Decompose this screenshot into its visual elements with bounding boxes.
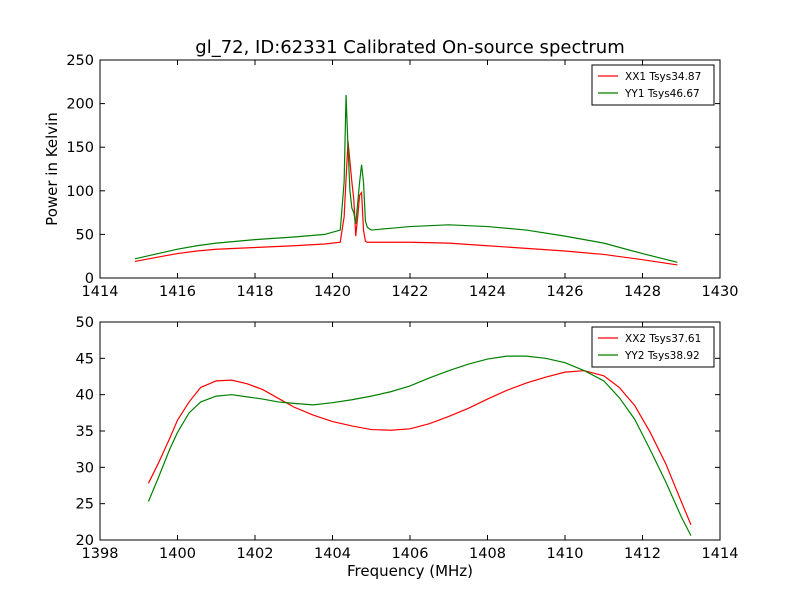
bottom-y-tick-label: 35 — [76, 424, 94, 440]
top-series-line-2 — [134, 94, 678, 263]
top-x-tick-label: 1414 — [82, 284, 119, 300]
bottom-x-tick-label: 1410 — [547, 546, 584, 562]
bottom-y-tick-label: 20 — [76, 533, 94, 549]
top-x-tick-label: 1428 — [624, 284, 661, 300]
bottom-x-tick-label: 1402 — [237, 546, 274, 562]
bottom-x-axis-title: Frequency (MHz) — [347, 562, 473, 580]
bottom-y-tick-label: 40 — [76, 388, 94, 404]
top-legend-label-2: YY1 Tsys46.67 — [624, 88, 700, 100]
top-y-tick-label: 250 — [66, 53, 94, 69]
bottom-legend-box — [591, 326, 715, 368]
bottom-y-tick-label: 45 — [76, 351, 94, 367]
bottom-legend-label-2: YY2 Tsys38.92 — [624, 350, 700, 362]
bottom-panel: 1398 1400 1402 1404 1406 1408 1410 1412 1414 20 25… — [76, 315, 739, 580]
top-x-tick-label: 1426 — [547, 284, 584, 300]
top-legend-label-1: XX1 Tsys34.87 — [625, 71, 701, 83]
bottom-x-tick-label: 1406 — [392, 546, 429, 562]
bottom-y-tick-label: 30 — [76, 460, 94, 476]
bottom-x-tick-label: 1404 — [314, 546, 351, 562]
bottom-y-tick-label: 25 — [76, 497, 94, 513]
bottom-x-tick-label: 1412 — [624, 546, 661, 562]
top-y-tick-label: 200 — [66, 97, 94, 113]
bottom-x-tick-label: 1400 — [159, 546, 196, 562]
top-panel: 1414 1416 1418 1420 1422 1424 1426 1428 1430 0 50 1… — [43, 53, 738, 300]
top-legend-box — [591, 64, 715, 106]
bottom-y-tick-label: 50 — [76, 315, 94, 331]
top-y-tick-label: 0 — [85, 271, 94, 287]
bottom-x-tick-label: 1398 — [82, 546, 119, 562]
top-y-axis-title: Power in Kelvin — [43, 112, 61, 226]
top-y-tick-label: 50 — [76, 227, 94, 243]
bottom-series-line-2 — [147, 355, 692, 536]
bottom-x-tick-label: 1414 — [702, 546, 739, 562]
bottom-series-line-1 — [147, 370, 692, 525]
top-x-tick-label: 1420 — [314, 284, 351, 300]
top-x-tick-label: 1424 — [469, 284, 506, 300]
top-x-tick-label: 1422 — [392, 284, 429, 300]
top-x-tick-label: 1416 — [159, 284, 196, 300]
top-x-tick-label: 1430 — [702, 284, 739, 300]
top-y-tick-label: 150 — [66, 140, 94, 156]
top-y-tick-label: 100 — [66, 184, 94, 200]
top-series-line-1 — [134, 141, 678, 266]
bottom-x-tick-label: 1408 — [469, 546, 506, 562]
figure-title: gl_72, ID:62331 Calibrated On-source spe… — [195, 37, 624, 58]
bottom-legend-label-1: XX2 Tsys37.61 — [625, 333, 701, 345]
top-x-tick-label: 1418 — [237, 284, 274, 300]
